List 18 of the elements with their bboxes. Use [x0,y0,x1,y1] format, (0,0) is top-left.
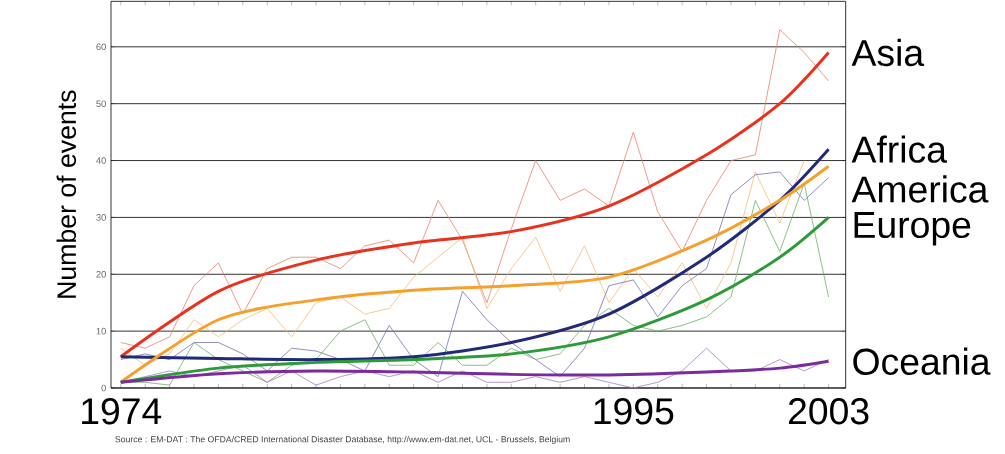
y-tick-label: 0 [101,384,106,392]
y-tick-label: 60 [96,43,106,51]
series-label: Europe [854,212,971,246]
series-label: America [851,175,989,203]
x-tick-label: 1995 [594,398,674,425]
series-label: Oceania [853,347,991,375]
series-label: Asia [851,38,925,67]
y-tick-label: 30 [96,214,106,221]
y-tick-label: 50 [96,100,106,107]
line-series [119,359,831,384]
x-tick-label: 1974 [82,398,162,425]
series-label: Africa [851,135,947,163]
y-axis-title: Number of events [56,90,77,298]
y-tick-label: 10 [96,327,106,335]
y-tick-label: 40 [96,157,106,164]
y-tick-label: 20 [96,270,106,278]
source-note: Source : EM-DAT : The OFDA/CRED International Disaster Database, http://www.em-dat.net, UCL - Brussels, Belgium [115,435,570,445]
x-tick-label: 2003 [788,398,869,425]
